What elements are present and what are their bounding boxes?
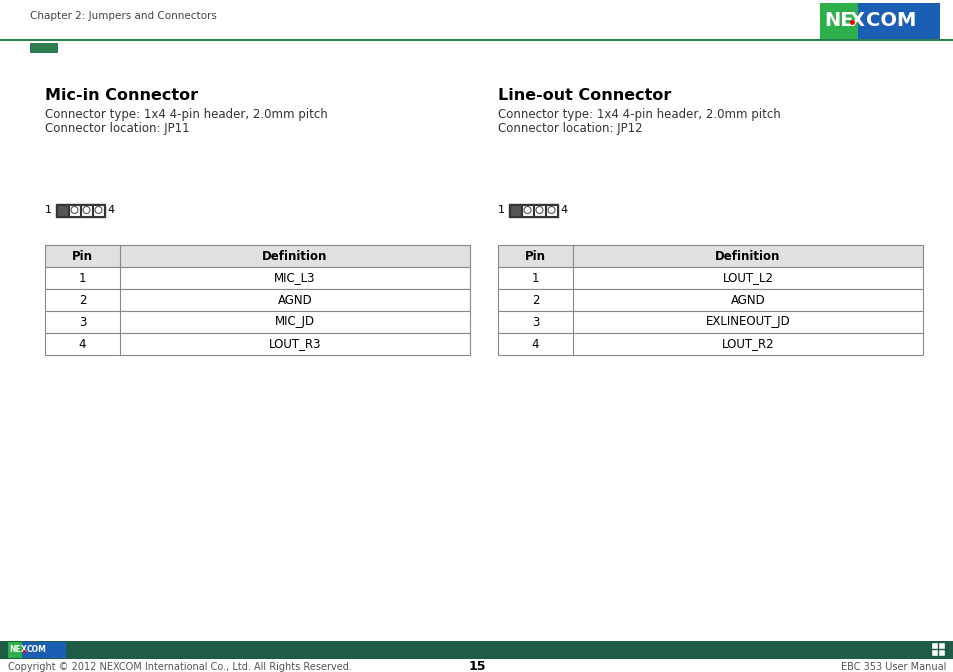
Text: Mic-in Connector: Mic-in Connector xyxy=(45,88,198,103)
Text: COM: COM xyxy=(865,11,916,30)
FancyBboxPatch shape xyxy=(81,205,91,216)
Text: LOUT_R2: LOUT_R2 xyxy=(720,337,774,351)
Text: Line-out Connector: Line-out Connector xyxy=(497,88,671,103)
FancyBboxPatch shape xyxy=(938,643,944,649)
FancyBboxPatch shape xyxy=(45,267,470,289)
Text: 2: 2 xyxy=(79,294,86,306)
FancyBboxPatch shape xyxy=(820,3,857,39)
Text: Connector type: 1x4 4-pin header, 2.0mm pitch: Connector type: 1x4 4-pin header, 2.0mm … xyxy=(497,108,780,121)
FancyBboxPatch shape xyxy=(8,642,22,658)
Text: 4: 4 xyxy=(531,337,538,351)
Text: MIC_JD: MIC_JD xyxy=(274,315,314,329)
Text: Definition: Definition xyxy=(262,249,327,263)
Text: NE: NE xyxy=(9,646,21,655)
Text: 15: 15 xyxy=(468,661,485,672)
Text: MIC_L3: MIC_L3 xyxy=(274,271,315,284)
Text: Connector type: 1x4 4-pin header, 2.0mm pitch: Connector type: 1x4 4-pin header, 2.0mm … xyxy=(45,108,328,121)
Text: X: X xyxy=(21,646,27,655)
Text: Copyright © 2012 NEXCOM International Co., Ltd. All Rights Reserved.: Copyright © 2012 NEXCOM International Co… xyxy=(8,662,352,672)
FancyBboxPatch shape xyxy=(45,311,470,333)
Text: LOUT_L2: LOUT_L2 xyxy=(721,271,773,284)
Text: X: X xyxy=(849,11,864,30)
Text: Definition: Definition xyxy=(715,249,780,263)
Text: Connector location: JP11: Connector location: JP11 xyxy=(45,122,190,135)
Text: 3: 3 xyxy=(531,315,538,329)
FancyBboxPatch shape xyxy=(521,205,533,216)
Text: 4: 4 xyxy=(559,205,566,215)
Text: AGND: AGND xyxy=(277,294,312,306)
Text: 1: 1 xyxy=(45,205,52,215)
Text: Pin: Pin xyxy=(524,249,545,263)
Text: 2: 2 xyxy=(531,294,538,306)
Text: COM: COM xyxy=(27,646,47,655)
FancyBboxPatch shape xyxy=(22,642,66,658)
FancyBboxPatch shape xyxy=(857,3,939,39)
FancyBboxPatch shape xyxy=(510,205,520,216)
FancyBboxPatch shape xyxy=(931,643,937,649)
FancyBboxPatch shape xyxy=(545,205,557,216)
FancyBboxPatch shape xyxy=(938,650,944,656)
Text: 1: 1 xyxy=(531,271,538,284)
FancyBboxPatch shape xyxy=(69,205,80,216)
Text: LOUT_R3: LOUT_R3 xyxy=(269,337,321,351)
FancyBboxPatch shape xyxy=(57,205,68,216)
FancyBboxPatch shape xyxy=(931,650,937,656)
FancyBboxPatch shape xyxy=(92,205,104,216)
Text: NE: NE xyxy=(823,11,853,30)
FancyBboxPatch shape xyxy=(497,311,923,333)
FancyBboxPatch shape xyxy=(30,43,58,53)
Text: 1: 1 xyxy=(79,271,86,284)
FancyBboxPatch shape xyxy=(45,245,470,267)
Text: EBC 353 User Manual: EBC 353 User Manual xyxy=(840,662,945,672)
FancyBboxPatch shape xyxy=(497,333,923,355)
Text: Pin: Pin xyxy=(71,249,92,263)
FancyBboxPatch shape xyxy=(497,267,923,289)
Text: Connector location: JP12: Connector location: JP12 xyxy=(497,122,642,135)
FancyBboxPatch shape xyxy=(45,333,470,355)
FancyBboxPatch shape xyxy=(497,245,923,267)
Text: 4: 4 xyxy=(107,205,114,215)
Text: 4: 4 xyxy=(79,337,86,351)
Text: 1: 1 xyxy=(497,205,504,215)
FancyBboxPatch shape xyxy=(45,289,470,311)
Text: Chapter 2: Jumpers and Connectors: Chapter 2: Jumpers and Connectors xyxy=(30,11,216,21)
FancyBboxPatch shape xyxy=(497,289,923,311)
Text: 3: 3 xyxy=(79,315,86,329)
FancyBboxPatch shape xyxy=(0,641,953,659)
Text: EXLINEOUT_JD: EXLINEOUT_JD xyxy=(705,315,789,329)
Text: AGND: AGND xyxy=(730,294,764,306)
FancyBboxPatch shape xyxy=(534,205,544,216)
